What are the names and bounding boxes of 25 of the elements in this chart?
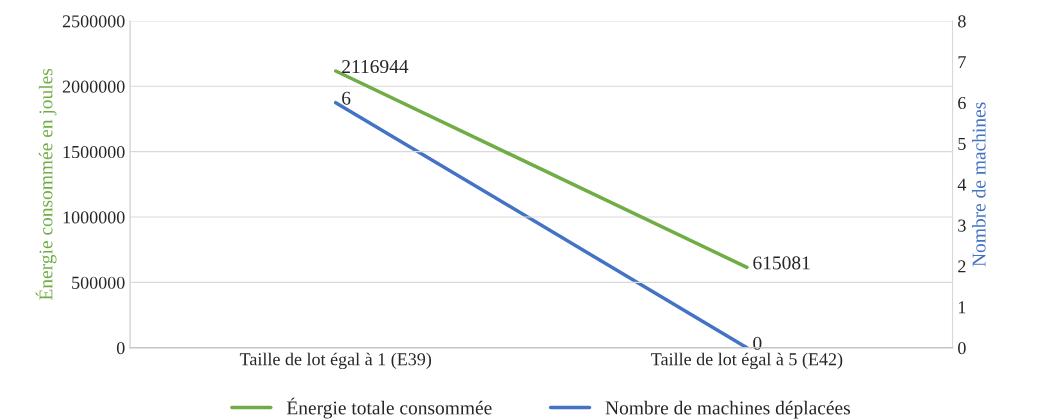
data-label: 6 (342, 91, 351, 105)
y-axis-title: Énergie consommée en joules (35, 68, 57, 300)
y2-tick-label: 0 (958, 342, 966, 355)
data-label: 0 (753, 336, 762, 350)
y2-axis-title: Nombre de machines (971, 102, 986, 267)
y2-tick-label: 1 (958, 301, 966, 314)
y2-tick-label: 8 (958, 15, 966, 28)
y2-tick-label: 3 (958, 219, 966, 232)
y-tick-label: 0 (116, 342, 125, 355)
data-label: 615081 (753, 256, 810, 270)
y-tick-label: 2000000 (62, 80, 125, 93)
y2-tick-label: 4 (957, 178, 967, 191)
y2-tick-label: 5 (958, 137, 966, 150)
y-tick-label: 1500000 (63, 145, 125, 159)
y2-tick-label: 6 (958, 96, 966, 110)
y-tick-label: 1000000 (63, 211, 125, 224)
legend-label: Énergie totale consommée (286, 397, 492, 419)
y2-tick-label: 2 (958, 260, 966, 273)
data-label: 2116944 (342, 60, 409, 74)
legend-label: Nombre de machines déplacées (605, 400, 850, 419)
y-tick-label: 500000 (72, 276, 125, 289)
y2-tick-label: 7 (958, 56, 966, 69)
x-tick-label: Taille de lot égal à 5 (E42) (651, 352, 843, 370)
y-tick-label: 2500000 (62, 15, 125, 28)
x-tick-label: Taille de lot égal à 1 (E39) (239, 352, 432, 370)
